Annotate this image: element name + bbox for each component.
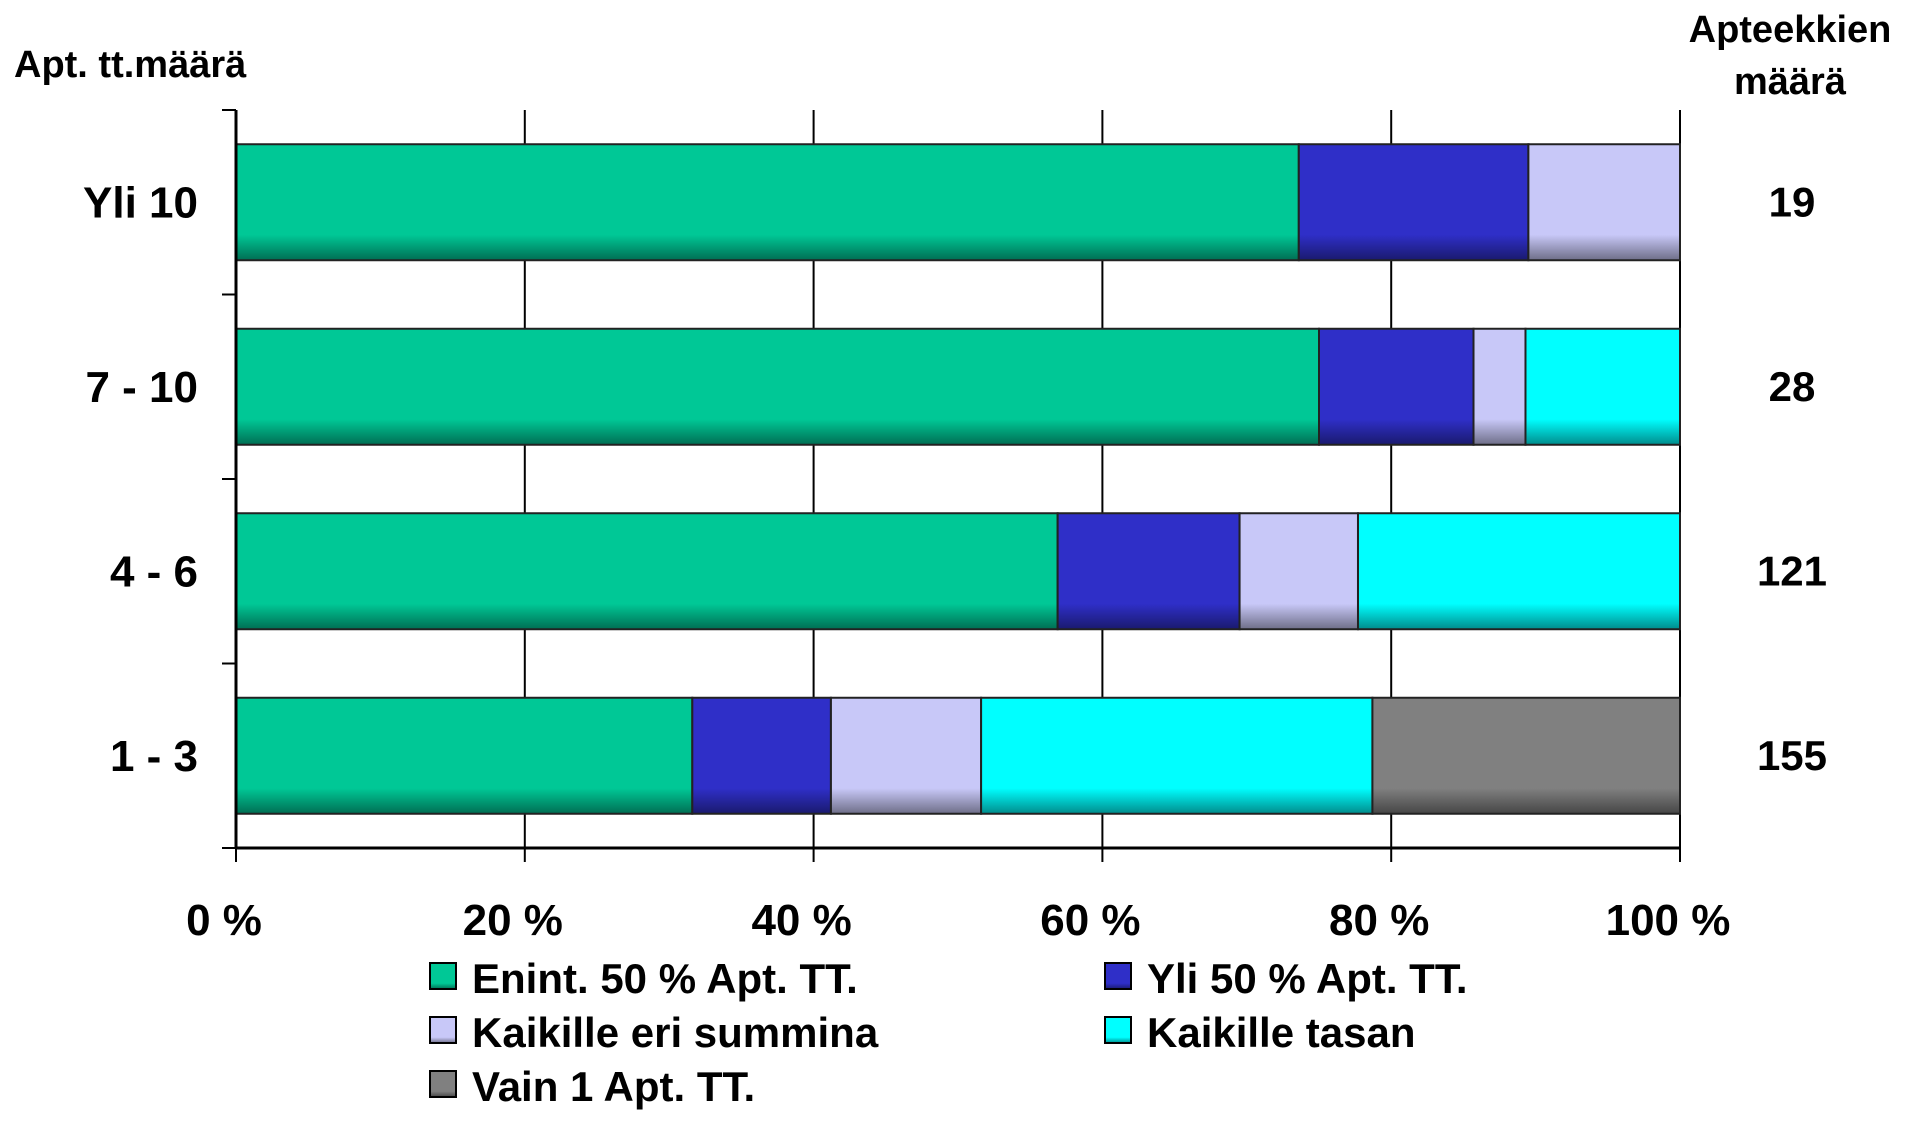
right-header-line-1: Apteekkien — [1689, 9, 1892, 51]
legend-swatch — [1104, 1016, 1132, 1044]
bar-segment — [1318, 327, 1475, 446]
count-label: 28 — [1769, 363, 1816, 410]
bar-segment — [235, 327, 1320, 446]
x-tick-label: 20 % — [463, 896, 563, 945]
right-header-line-2: määrä — [1734, 61, 1847, 103]
legend-label: Kaikille tasan — [1147, 1009, 1415, 1056]
bar-segment — [1524, 327, 1681, 446]
x-tick-label: 0 % — [186, 896, 262, 945]
legend-label: Vain 1 Apt. TT. — [472, 1063, 755, 1110]
category-label: Yli 10 — [83, 178, 198, 227]
axes — [222, 109, 1681, 862]
category-labels: Yli 10 7 - 10 4 - 6 1 - 3 — [83, 178, 198, 781]
bar-segment — [235, 696, 694, 815]
count-label: 19 — [1769, 178, 1816, 225]
bar-segment — [1472, 327, 1527, 446]
bar-segment — [235, 512, 1059, 631]
count-label: 121 — [1757, 547, 1827, 594]
legend-label: Enint. 50 % Apt. TT. — [472, 955, 858, 1002]
y-axis-title: Apt. tt.määrä — [14, 44, 247, 86]
count-label: 155 — [1757, 732, 1827, 779]
x-tick-label: 80 % — [1329, 896, 1429, 945]
bar-segment — [1356, 512, 1682, 631]
legend-label: Kaikille eri summina — [472, 1009, 879, 1056]
bar-segment — [235, 143, 1300, 262]
bar-segment — [691, 696, 832, 815]
legend: Enint. 50 % Apt. TT. Yli 50 % Apt. TT. Kai… — [429, 955, 1468, 1110]
bar-segment — [1371, 696, 1681, 815]
category-label: 4 - 6 — [110, 547, 198, 596]
legend-swatch — [429, 1070, 457, 1098]
bar-segment — [1297, 143, 1530, 262]
bar-segment — [1238, 512, 1359, 631]
bars-group — [235, 143, 1682, 815]
x-tick-labels: 0 % 20 % 40 % 60 % 80 % 100 % — [186, 896, 1730, 945]
legend-swatch — [1104, 962, 1132, 990]
x-tick-label: 60 % — [1040, 896, 1140, 945]
legend-label: Yli 50 % Apt. TT. — [1147, 955, 1468, 1002]
count-labels: 19 28 121 155 — [1757, 178, 1827, 779]
bar-segment — [1056, 512, 1241, 631]
legend-swatch — [429, 1016, 457, 1044]
category-label: 7 - 10 — [85, 363, 198, 412]
bar-segment — [980, 696, 1374, 815]
legend-swatch — [429, 962, 457, 990]
bar-segment — [1527, 143, 1681, 262]
category-label: 1 - 3 — [110, 732, 198, 781]
bar-segment — [829, 696, 983, 815]
x-tick-label: 40 % — [751, 896, 851, 945]
x-tick-label: 100 % — [1606, 896, 1731, 945]
